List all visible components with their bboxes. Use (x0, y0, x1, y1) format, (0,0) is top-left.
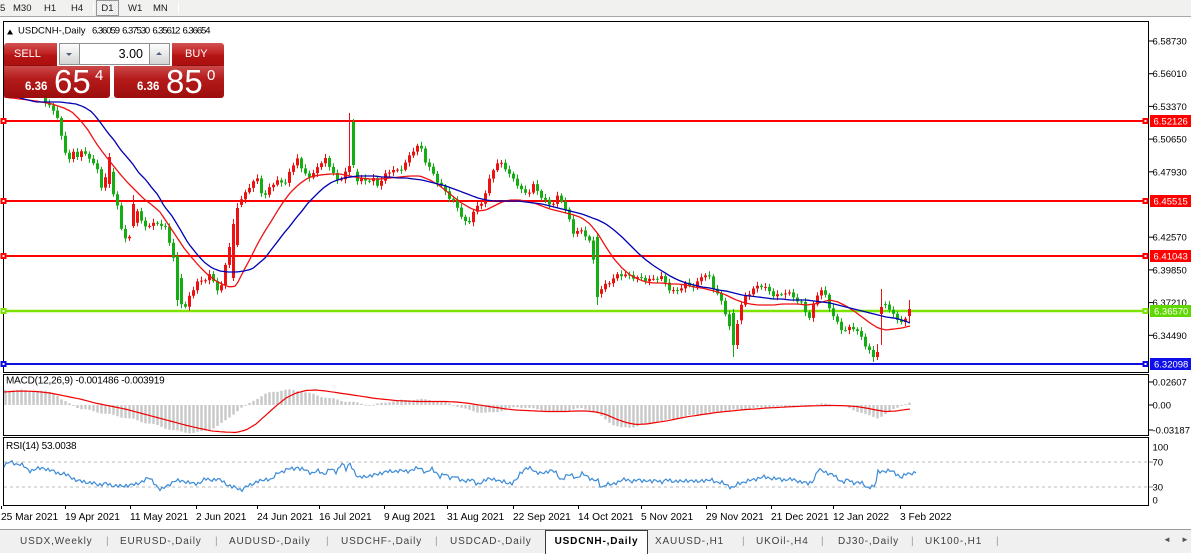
svg-text:6.39850: 6.39850 (1153, 265, 1187, 276)
svg-text:RSI(14) 53.0038: RSI(14) 53.0038 (6, 441, 77, 452)
svg-text:6.41043: 6.41043 (1154, 252, 1188, 263)
svg-text:12 Jan 2022: 12 Jan 2022 (833, 512, 889, 523)
svg-text:6.58730: 6.58730 (1153, 37, 1187, 48)
svg-text:11 May 2021: 11 May 2021 (130, 512, 188, 523)
svg-text:19 Apr 2021: 19 Apr 2021 (65, 512, 120, 523)
svg-text:100: 100 (1153, 443, 1169, 454)
svg-text:0.02607: 0.02607 (1153, 378, 1187, 389)
svg-text:MACD(12,26,9) -0.001486 -0.003: MACD(12,26,9) -0.001486 -0.003919 (6, 376, 165, 387)
svg-text:24 Jun 2021: 24 Jun 2021 (257, 512, 313, 523)
svg-text:5 Nov 2021: 5 Nov 2021 (641, 512, 693, 523)
svg-text:3 Feb 2022: 3 Feb 2022 (900, 512, 952, 523)
svg-text:6.53370: 6.53370 (1153, 102, 1187, 113)
svg-text:6.56010: 6.56010 (1153, 69, 1187, 80)
svg-text:9 Aug 2021: 9 Aug 2021 (384, 512, 436, 523)
svg-text:6.37210: 6.37210 (1153, 298, 1187, 309)
svg-text:6.45515: 6.45515 (1154, 197, 1188, 208)
svg-text:21 Dec 2021: 21 Dec 2021 (771, 512, 829, 523)
svg-text:USDCNH-,Daily: USDCNH-,Daily (18, 26, 86, 37)
svg-text:6.47930: 6.47930 (1153, 167, 1187, 178)
svg-text:25 Mar 2021: 25 Mar 2021 (1, 512, 59, 523)
svg-text:-0.03187: -0.03187 (1153, 426, 1191, 437)
svg-text:16 Jul 2021: 16 Jul 2021 (319, 512, 372, 523)
svg-text:6.52126: 6.52126 (1154, 117, 1188, 128)
svg-text:6.50650: 6.50650 (1153, 135, 1187, 146)
svg-text:29 Nov 2021: 29 Nov 2021 (706, 512, 764, 523)
svg-text:6.32098: 6.32098 (1154, 360, 1188, 371)
svg-text:70: 70 (1153, 458, 1164, 469)
svg-text:0: 0 (1153, 496, 1158, 507)
svg-text:6.42570: 6.42570 (1153, 233, 1187, 244)
svg-text:6.36059 6.37530 6.35612 6.3665: 6.36059 6.37530 6.35612 6.36654 (92, 26, 210, 37)
svg-text:30: 30 (1153, 483, 1164, 494)
svg-text:6.36570: 6.36570 (1154, 307, 1188, 318)
svg-text:0.00: 0.00 (1153, 401, 1172, 412)
svg-text:14 Oct 2021: 14 Oct 2021 (578, 512, 634, 523)
svg-text:6.34490: 6.34490 (1153, 331, 1187, 342)
svg-text:22 Sep 2021: 22 Sep 2021 (513, 512, 571, 523)
svg-text:2 Jun 2021: 2 Jun 2021 (196, 512, 247, 523)
svg-text:31 Aug 2021: 31 Aug 2021 (447, 512, 505, 523)
